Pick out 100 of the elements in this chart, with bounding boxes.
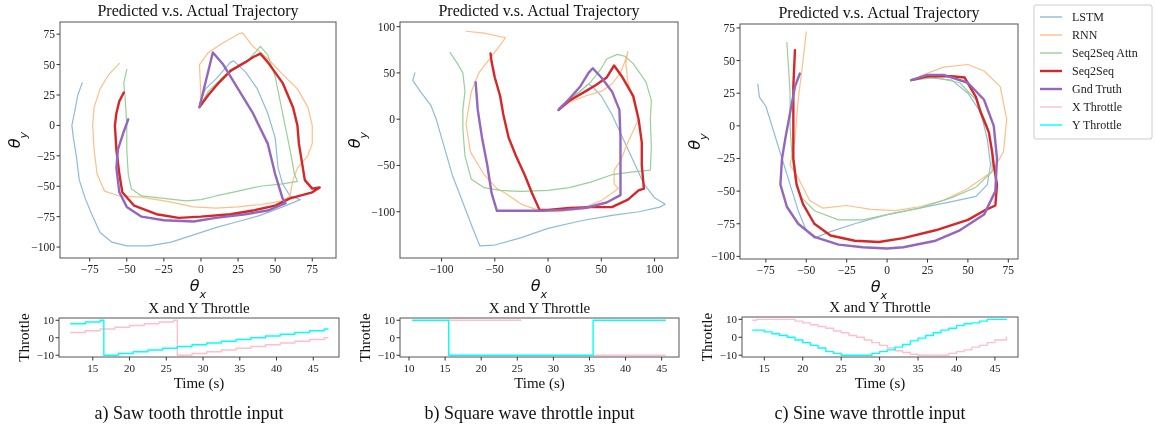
y-axis-title: Throttle <box>699 312 715 362</box>
y-tick-label: −100 <box>371 205 396 218</box>
y-tick-label: −10 <box>719 349 738 362</box>
x-tick-label: −75 <box>756 264 776 276</box>
x-tick-label: 25 <box>232 263 245 275</box>
x-axis-title: Time (s) <box>514 375 565 392</box>
x-tick-label: −50 <box>117 263 137 275</box>
x-tick-label: 25 <box>921 264 934 276</box>
line-series <box>123 45 299 202</box>
x-tick-label: 40 <box>271 362 283 374</box>
y-tick-label: 0 <box>729 119 736 132</box>
chart-title: Predicted v.s. Actual Trajectory <box>778 4 980 22</box>
y-tick-label: 75 <box>723 21 736 34</box>
line-series <box>92 32 313 209</box>
x-tick-label: 35 <box>583 362 596 374</box>
line-series <box>412 72 666 247</box>
x-tick-label: 15 <box>87 362 99 374</box>
x-axis-title: θ$_{x}$ <box>530 276 548 301</box>
x-tick-label: 10 <box>403 362 416 374</box>
x-tick-label: 40 <box>951 362 963 374</box>
x-tick-label: −75 <box>80 263 99 275</box>
x-tick-label: −100 <box>429 263 454 275</box>
x-tick-label: 50 <box>595 263 608 275</box>
line-series <box>489 52 646 212</box>
x-tick-label: −50 <box>485 263 505 275</box>
y-tick-label: 0 <box>48 331 55 344</box>
y-axis-title: Throttle <box>357 313 373 362</box>
x-tick-label: 30 <box>874 362 886 374</box>
x-axis-title: θ$_{x}$ <box>870 277 888 302</box>
x-tick-label: 75 <box>306 263 319 275</box>
x-tick-label: 35 <box>912 362 925 374</box>
x-tick-label: 0 <box>198 263 205 275</box>
chart-title: X and Y Throttle <box>829 299 932 315</box>
line-series <box>465 30 640 213</box>
y-tick-label: 50 <box>43 58 56 71</box>
y-tick-label: 0 <box>49 119 56 132</box>
x-tick-label: −25 <box>154 263 174 275</box>
y-tick-label: 75 <box>43 28 56 41</box>
y-tick-label: −50 <box>717 185 736 198</box>
legend-label: Gnd Truth <box>1072 82 1122 96</box>
legend-label: Seq2Seq Attn <box>1072 46 1138 60</box>
x-axis-title: θ$_{x}$ <box>189 276 207 301</box>
y-tick-label: 0 <box>389 331 396 344</box>
chart-title: Predicted v.s. Actual Trajectory <box>438 2 640 20</box>
legend-label: Seq2Seq <box>1072 64 1114 78</box>
x-tick-label: −50 <box>797 264 816 276</box>
legend-label: LSTM <box>1072 10 1105 24</box>
x-tick-label: 20 <box>124 362 136 374</box>
x-tick-label: 75 <box>1002 264 1015 276</box>
y-tick-label: −100 <box>31 241 56 254</box>
y-tick-label: −25 <box>717 152 736 165</box>
x-tick-label: 50 <box>269 263 282 275</box>
x-tick-label: 15 <box>758 362 771 374</box>
line-series <box>779 72 999 250</box>
chart-title: Predicted v.s. Actual Trajectory <box>97 2 299 20</box>
x-tick-label: 35 <box>234 362 246 374</box>
text: b) Square wave throttle input <box>424 403 635 424</box>
x-tick-label: −25 <box>837 264 856 276</box>
y-tick-label: −50 <box>377 159 396 172</box>
line-series <box>789 31 1008 212</box>
x-tick-label: 25 <box>160 362 173 374</box>
x-tick-label: 0 <box>545 263 552 275</box>
x-tick-label: 20 <box>475 362 488 374</box>
x-tick-label: 20 <box>797 362 809 374</box>
line-series <box>71 60 301 247</box>
y-tick-label: 0 <box>389 113 396 126</box>
x-tick-label: 45 <box>656 362 668 374</box>
y-tick-label: −50 <box>37 180 56 193</box>
chart-title: X and Y Throttle <box>148 300 251 316</box>
x-tick-label: 45 <box>307 362 320 374</box>
x-tick-label: 100 <box>645 263 664 275</box>
y-tick-label: 50 <box>723 54 736 67</box>
line-series <box>113 52 321 220</box>
x-tick-label: 30 <box>547 362 560 374</box>
legend-label: X Throttle <box>1072 100 1123 114</box>
legend-label: Y Throttle <box>1072 118 1122 132</box>
y-tick-label: 10 <box>43 314 55 327</box>
y-tick-label: 50 <box>383 66 396 79</box>
y-tick-label: 0 <box>731 331 738 344</box>
y-tick-label: 100 <box>377 20 396 33</box>
y-tick-label: −100 <box>711 250 736 263</box>
y-tick-label: 25 <box>723 87 736 100</box>
text: a) Saw tooth throttle input <box>94 403 284 424</box>
y-tick-label: −75 <box>717 217 736 230</box>
chart-title: X and Y Throttle <box>488 300 591 316</box>
x-tick-label: 45 <box>989 362 1001 374</box>
y-axis-title: Throttle <box>16 313 32 362</box>
line-series <box>449 51 652 192</box>
line-series <box>115 51 287 223</box>
y-tick-label: −75 <box>37 210 56 223</box>
y-tick-label: 25 <box>43 88 56 101</box>
y-tick-label: −10 <box>36 349 55 362</box>
x-tick-label: 25 <box>511 362 524 374</box>
y-tick-label: 10 <box>384 314 396 327</box>
x-tick-label: 40 <box>620 362 632 374</box>
y-tick-label: 10 <box>726 313 738 326</box>
text: c) Sine wave throttle input <box>774 403 966 424</box>
x-axis-title: Time (s) <box>854 375 906 392</box>
y-tick-label: −25 <box>37 149 56 162</box>
line-series <box>474 67 622 212</box>
